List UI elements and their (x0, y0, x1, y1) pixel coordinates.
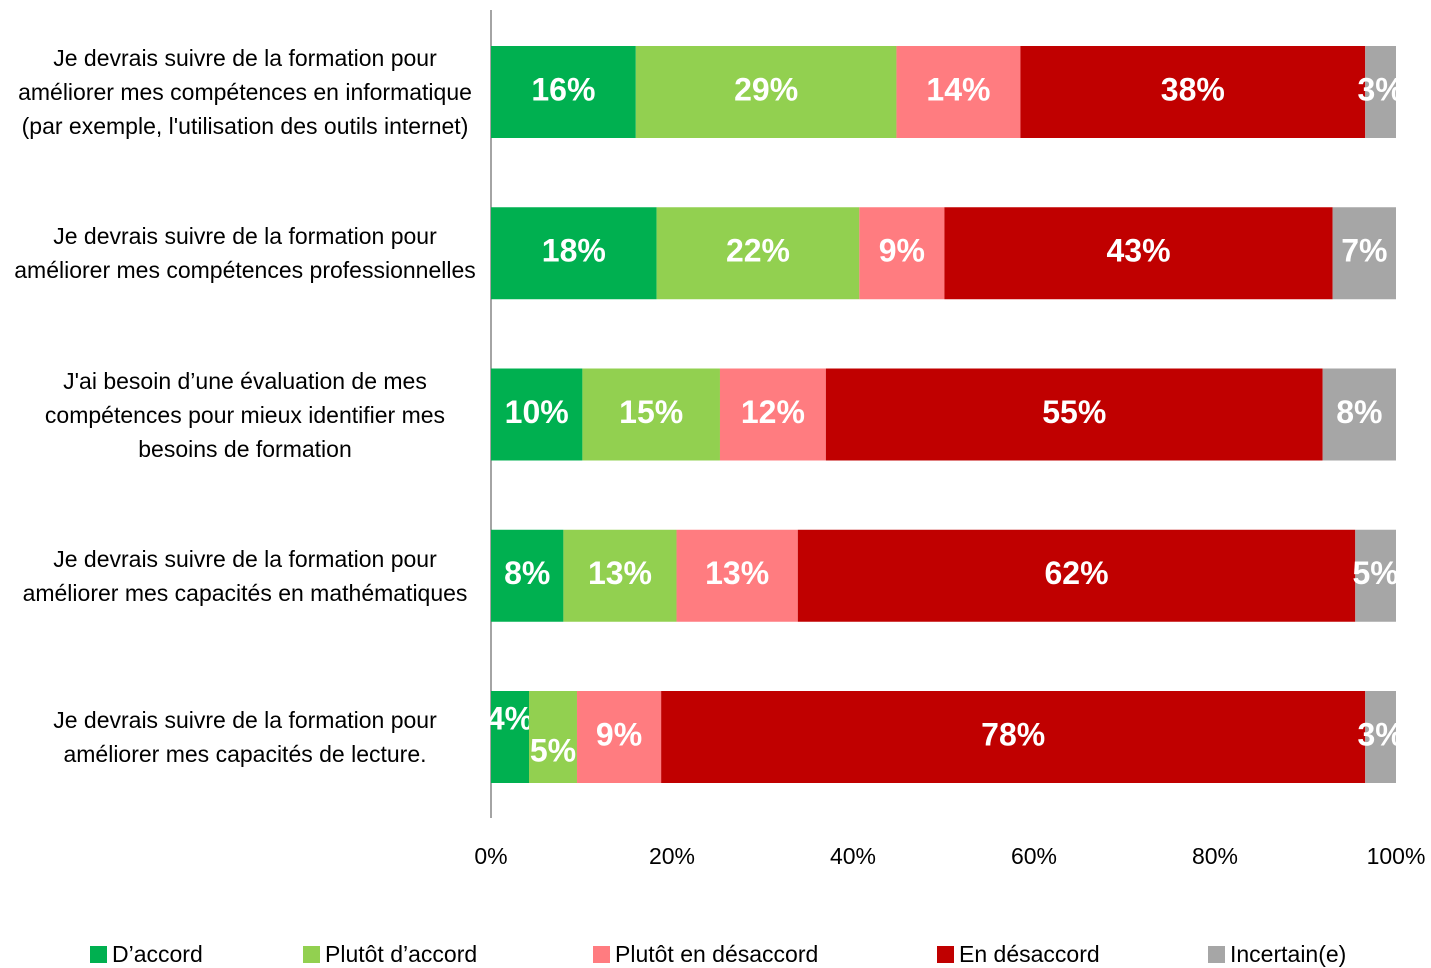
legend-swatch (303, 946, 320, 963)
data-label: 16% (531, 71, 595, 107)
bar-segment (491, 46, 636, 138)
bar-segment (825, 368, 1323, 461)
bar-segment (576, 691, 662, 783)
legend-swatch (90, 946, 107, 963)
x-tick-label: 20% (649, 843, 695, 869)
data-label: 29% (734, 71, 798, 107)
data-label: 9% (596, 716, 642, 752)
bar-segment (797, 529, 1356, 622)
data-label: 15% (619, 394, 683, 430)
data-label: 55% (1042, 394, 1106, 430)
data-label: 9% (879, 233, 925, 269)
data-label: 13% (588, 555, 652, 591)
bar-segment (1365, 691, 1396, 783)
data-label: 8% (1336, 394, 1382, 430)
data-label: 3% (1357, 71, 1403, 107)
bar-segment (491, 207, 657, 300)
bar-segment (491, 368, 583, 461)
x-tick-label: 0% (474, 843, 507, 869)
bar-segment (563, 529, 677, 622)
data-label: 22% (726, 233, 790, 269)
data-label: 7% (1341, 233, 1387, 269)
bar-segment (676, 529, 798, 622)
category-label: Je devrais suivre de la formation pour a… (53, 707, 437, 767)
bar-segment (719, 368, 826, 461)
bar-segment (1355, 529, 1396, 622)
data-label: 10% (505, 394, 569, 430)
legend-label: Plutôt en désaccord (615, 941, 818, 967)
bar-segment (1332, 207, 1396, 300)
legend-label: Incertain(e) (1230, 941, 1346, 967)
bar-segment (491, 691, 530, 783)
bar-segment (896, 46, 1021, 138)
data-label: 78% (981, 716, 1045, 752)
x-tick-label: 100% (1367, 843, 1426, 869)
category-label: J'ai besoin d’une évaluation de mes comp… (44, 367, 446, 462)
legend-label: Plutôt d’accord (325, 941, 477, 967)
data-label: 12% (741, 394, 805, 430)
x-tick-label: 80% (1192, 843, 1238, 869)
category-label: Je devrais suivre de la formation pour a… (18, 45, 472, 139)
data-label: 18% (542, 233, 606, 269)
bar-segment (582, 368, 720, 461)
bar-segment (529, 691, 577, 783)
x-tick-label: 60% (1011, 843, 1057, 869)
data-label: 5% (530, 732, 576, 768)
data-label: 8% (504, 555, 550, 591)
legend-swatch (937, 946, 954, 963)
bar-segment (859, 207, 945, 300)
data-label: 5% (1353, 555, 1399, 591)
bar-segment (635, 46, 897, 138)
data-label: 38% (1161, 71, 1225, 107)
data-label: 62% (1045, 555, 1109, 591)
legend-label: D’accord (112, 941, 203, 967)
data-label: 4% (487, 700, 533, 736)
bar-segment (661, 691, 1366, 783)
legend-label: En désaccord (959, 941, 1100, 967)
data-label: 13% (705, 555, 769, 591)
data-label: 3% (1357, 716, 1403, 752)
bar-segment (491, 529, 564, 622)
data-label: 43% (1107, 233, 1171, 269)
data-label: 14% (926, 71, 990, 107)
bar-segment (1322, 368, 1396, 461)
bar-segment (1020, 46, 1366, 138)
category-label: Je devrais suivre de la formation pour a… (14, 223, 476, 284)
bar-segment (1365, 46, 1396, 138)
bar-segment (944, 207, 1333, 300)
legend-swatch (593, 946, 610, 963)
bar-segment (656, 207, 860, 300)
x-tick-label: 40% (830, 843, 876, 869)
category-label: Je devrais suivre de la formation pour a… (22, 545, 468, 606)
legend-swatch (1208, 946, 1225, 963)
